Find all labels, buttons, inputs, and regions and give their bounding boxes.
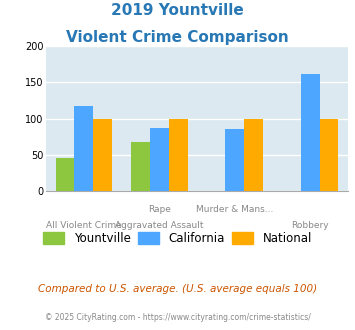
- Text: 2019 Yountville: 2019 Yountville: [111, 3, 244, 18]
- Bar: [56, 158, 75, 191]
- Text: Compared to U.S. average. (U.S. average equals 100): Compared to U.S. average. (U.S. average …: [38, 284, 317, 294]
- Bar: [93, 119, 112, 191]
- Bar: [244, 119, 263, 191]
- Text: Rape: Rape: [148, 205, 171, 214]
- Text: Murder & Mans...: Murder & Mans...: [196, 205, 273, 214]
- Text: Robbery: Robbery: [291, 221, 329, 230]
- Text: Aggravated Assault: Aggravated Assault: [115, 221, 203, 230]
- Bar: [225, 129, 244, 191]
- Bar: [301, 74, 320, 191]
- Bar: [169, 119, 187, 191]
- Text: Violent Crime Comparison: Violent Crime Comparison: [66, 30, 289, 45]
- Legend: Yountville, California, National: Yountville, California, National: [43, 232, 312, 245]
- Bar: [320, 119, 338, 191]
- Text: All Violent Crime: All Violent Crime: [46, 221, 122, 230]
- Bar: [75, 107, 93, 191]
- Text: © 2025 CityRating.com - https://www.cityrating.com/crime-statistics/: © 2025 CityRating.com - https://www.city…: [45, 314, 310, 322]
- Bar: [131, 142, 150, 191]
- Bar: [150, 128, 169, 191]
